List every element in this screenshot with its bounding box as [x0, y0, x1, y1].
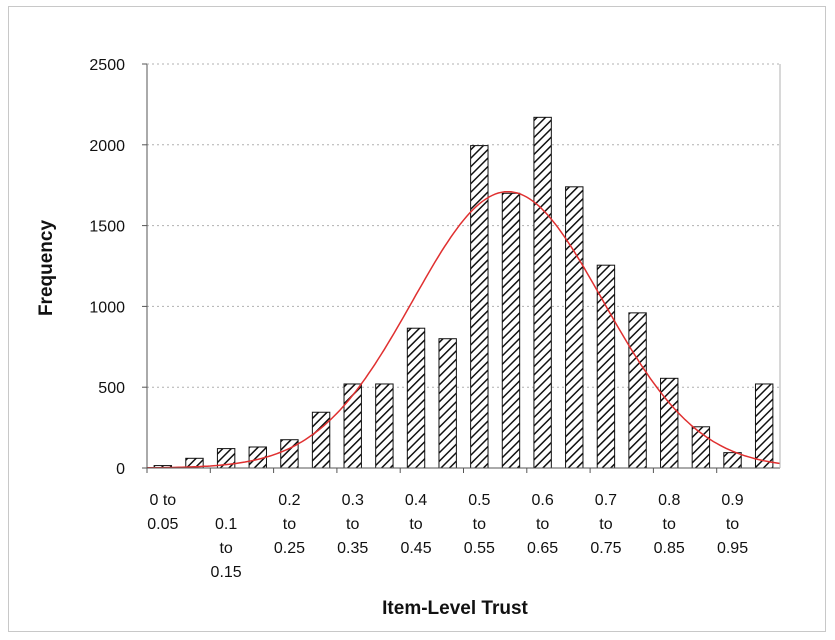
- x-tick-label: 0.5: [468, 492, 490, 509]
- y-tick-label: 0: [116, 461, 125, 478]
- x-tick-label: to: [283, 516, 296, 533]
- normal-fit-curve: [147, 190, 781, 469]
- bar: [375, 383, 394, 469]
- x-tick-label: 0.4: [405, 492, 427, 509]
- x-tick-label: 0 to: [149, 492, 176, 509]
- gridlines: [147, 63, 780, 388]
- x-axis-title: Item-Level Trust: [382, 598, 528, 619]
- x-tick-label: to: [346, 516, 359, 533]
- x-tick-label: 0.35: [337, 540, 368, 557]
- bar: [470, 145, 489, 469]
- x-tick-label: 0.95: [717, 540, 748, 557]
- bar: [533, 116, 552, 469]
- x-tick-label: 0.1: [215, 516, 237, 533]
- bar: [311, 411, 331, 469]
- x-tick-label: to: [536, 516, 549, 533]
- y-tick-label: 1000: [89, 299, 125, 316]
- x-tick-label: 0.3: [342, 492, 364, 509]
- x-tick-label: 0.75: [590, 540, 621, 557]
- x-tick-label: 0.15: [211, 564, 242, 581]
- x-tick-label: to: [599, 516, 612, 533]
- bar: [280, 439, 299, 469]
- x-tick-label: 0.05: [147, 516, 178, 533]
- x-tick-label: 0.7: [595, 492, 617, 509]
- bar: [723, 452, 742, 469]
- x-tick-label: 0.85: [654, 540, 685, 557]
- bar: [754, 383, 774, 469]
- x-tick-label: 0.25: [274, 540, 305, 557]
- y-tick-label: 1500: [89, 219, 125, 236]
- y-tick-label: 2000: [89, 138, 125, 155]
- y-tick-label: 2500: [89, 57, 125, 74]
- x-tick-label: 0.55: [464, 540, 495, 557]
- chart-frame: [8, 6, 826, 632]
- x-tick-label: to: [663, 516, 676, 533]
- y-axis-title: Frequency: [36, 220, 57, 317]
- x-tick-label: 0.2: [278, 492, 300, 509]
- x-tick-label: 0.8: [658, 492, 680, 509]
- bar: [660, 377, 679, 469]
- x-tick-label: to: [219, 540, 232, 557]
- x-tick-label: to: [726, 516, 739, 533]
- x-tick-label: to: [473, 516, 486, 533]
- y-tick-labels: 0 500 1000 1500 2000 2500: [89, 57, 147, 478]
- x-tick-label: to: [409, 516, 422, 533]
- x-tick-label: 0.6: [532, 492, 554, 509]
- x-tick-labels: 0 to 0.05 0.1 to 0.15 0.2 to 0.25 0.3 to 0.35 0.4 to…: [146, 468, 748, 581]
- x-tick-label: 0.65: [527, 540, 558, 557]
- x-tick-label: 0.9: [721, 492, 743, 509]
- bar: [565, 186, 584, 469]
- bar: [501, 192, 521, 469]
- bar: [628, 312, 647, 469]
- bar: [438, 338, 457, 469]
- bar: [406, 327, 426, 469]
- bar: [343, 383, 362, 469]
- y-tick-label: 500: [98, 380, 125, 397]
- axes: [146, 63, 781, 469]
- x-tick-label: 0.45: [400, 540, 431, 557]
- fit-curve: [147, 190, 781, 469]
